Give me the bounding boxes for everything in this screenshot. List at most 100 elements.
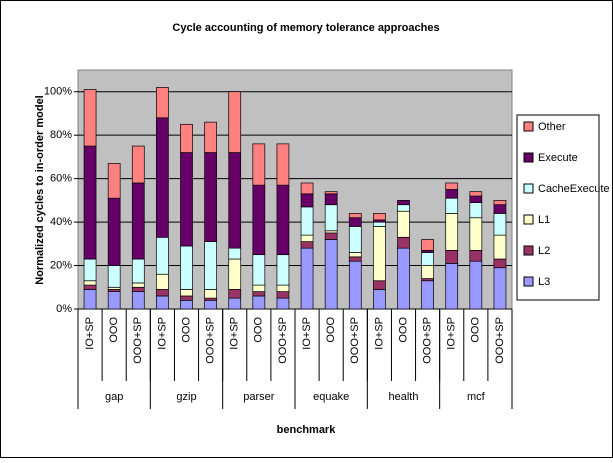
bar-segment — [131, 286, 145, 292]
x-tick-label: OOO — [397, 317, 409, 343]
bar-segment — [131, 145, 145, 184]
bar-segment — [493, 200, 507, 206]
group-label: equake — [313, 391, 349, 403]
bar-segment — [83, 145, 97, 260]
bar-segment — [252, 184, 266, 256]
x-tick-label: OOO+SP — [422, 317, 434, 364]
x-tick-label: OOO+SP — [205, 317, 217, 364]
x-tick-label: OOO — [325, 317, 337, 343]
bar-segment — [204, 289, 217, 299]
group-label: parser — [243, 391, 275, 403]
bar-segment — [445, 213, 459, 251]
bar-segment — [204, 299, 217, 310]
bar-segment — [180, 299, 193, 310]
bar-segment — [348, 213, 362, 219]
bar-segment — [131, 182, 145, 260]
y-tick-label: 60% — [50, 173, 72, 185]
bar-segment — [252, 143, 266, 186]
bar-segment — [180, 123, 193, 153]
bar-segment — [276, 284, 290, 292]
bar-segment — [204, 152, 217, 242]
legend-label: L1 — [538, 214, 550, 226]
bar-segment — [469, 249, 483, 262]
legend-label: L3 — [538, 276, 550, 288]
legend-swatch — [523, 245, 534, 256]
bar-segment — [131, 258, 145, 284]
bar-segment — [228, 247, 242, 260]
bar-segment — [204, 241, 217, 290]
bar-segment — [493, 234, 507, 260]
bar-segment — [156, 273, 169, 290]
bar-segment — [300, 234, 314, 242]
bar-segment — [493, 204, 507, 214]
x-tick-label: OOO+SP — [349, 317, 361, 364]
bar-segment — [83, 258, 97, 282]
bar-segment — [469, 260, 483, 310]
bar-segment — [469, 217, 483, 251]
bar-segment — [228, 91, 242, 153]
bar-segment — [83, 284, 97, 290]
bar-segment — [445, 189, 459, 199]
bar-segment — [107, 291, 121, 310]
bar-segment — [373, 289, 386, 310]
bar-segment — [228, 289, 242, 299]
bar-segment — [156, 87, 169, 119]
group-label: gap — [105, 391, 123, 403]
bar-segment — [252, 284, 266, 292]
bar-segment — [445, 182, 459, 190]
bar-segment — [180, 245, 193, 290]
bar-segment — [300, 193, 314, 208]
bar-segment — [397, 204, 410, 212]
legend-swatch — [523, 214, 534, 225]
chart-title: Cycle accounting of memory tolerance app… — [172, 22, 439, 34]
legend-label: Execute — [538, 152, 578, 164]
y-tick-label: 100% — [44, 86, 72, 98]
bar-segment — [131, 282, 145, 288]
bar-segment — [107, 197, 121, 266]
y-tick-label: 20% — [50, 259, 72, 271]
bar-segment — [445, 263, 459, 310]
x-tick-label: OOO — [470, 317, 482, 343]
bar-segment — [276, 184, 290, 256]
bar-segment — [348, 252, 362, 258]
bar-segment — [228, 297, 242, 310]
bar-segment — [204, 121, 217, 153]
x-tick-label: IO+SP — [156, 317, 168, 350]
bar-segment — [180, 289, 193, 297]
bar-segment — [373, 226, 386, 282]
bar-segment — [373, 221, 386, 227]
legend-label: L2 — [538, 245, 550, 257]
bar-segment — [493, 267, 507, 310]
legend-swatch — [523, 276, 534, 287]
group-label: health — [389, 391, 419, 403]
legend-box — [516, 114, 600, 301]
bar-segment — [397, 236, 410, 249]
bar-segment — [421, 265, 434, 279]
bar-segment — [276, 297, 290, 310]
bar-segment — [156, 117, 169, 238]
bar-segment — [493, 258, 507, 269]
bar-segment — [228, 258, 242, 290]
x-axis-label: benchmark — [277, 424, 337, 436]
bar-segment — [324, 193, 338, 206]
x-tick-label: OOO — [108, 317, 120, 343]
bar-segment — [107, 265, 121, 288]
x-tick-label: IO+SP — [84, 317, 96, 350]
bar-segment — [300, 182, 314, 195]
bar-segment — [131, 291, 145, 310]
bar-segment — [156, 295, 169, 310]
bar-segment — [83, 280, 97, 286]
bar-segment — [252, 295, 266, 310]
group-label: gzip — [176, 391, 196, 403]
x-tick-label: OOO+SP — [494, 317, 506, 364]
bar-segment — [397, 247, 410, 310]
x-tick-label: IO+SP — [373, 317, 385, 350]
bar-segment — [421, 239, 434, 251]
y-axis-label: Normalized cycles to in-order model — [34, 95, 46, 285]
bar-segment — [252, 291, 266, 297]
bar-segment — [397, 200, 410, 206]
y-tick-label: 80% — [50, 129, 72, 141]
bar-segment — [397, 210, 410, 238]
bar-segment — [469, 191, 483, 197]
